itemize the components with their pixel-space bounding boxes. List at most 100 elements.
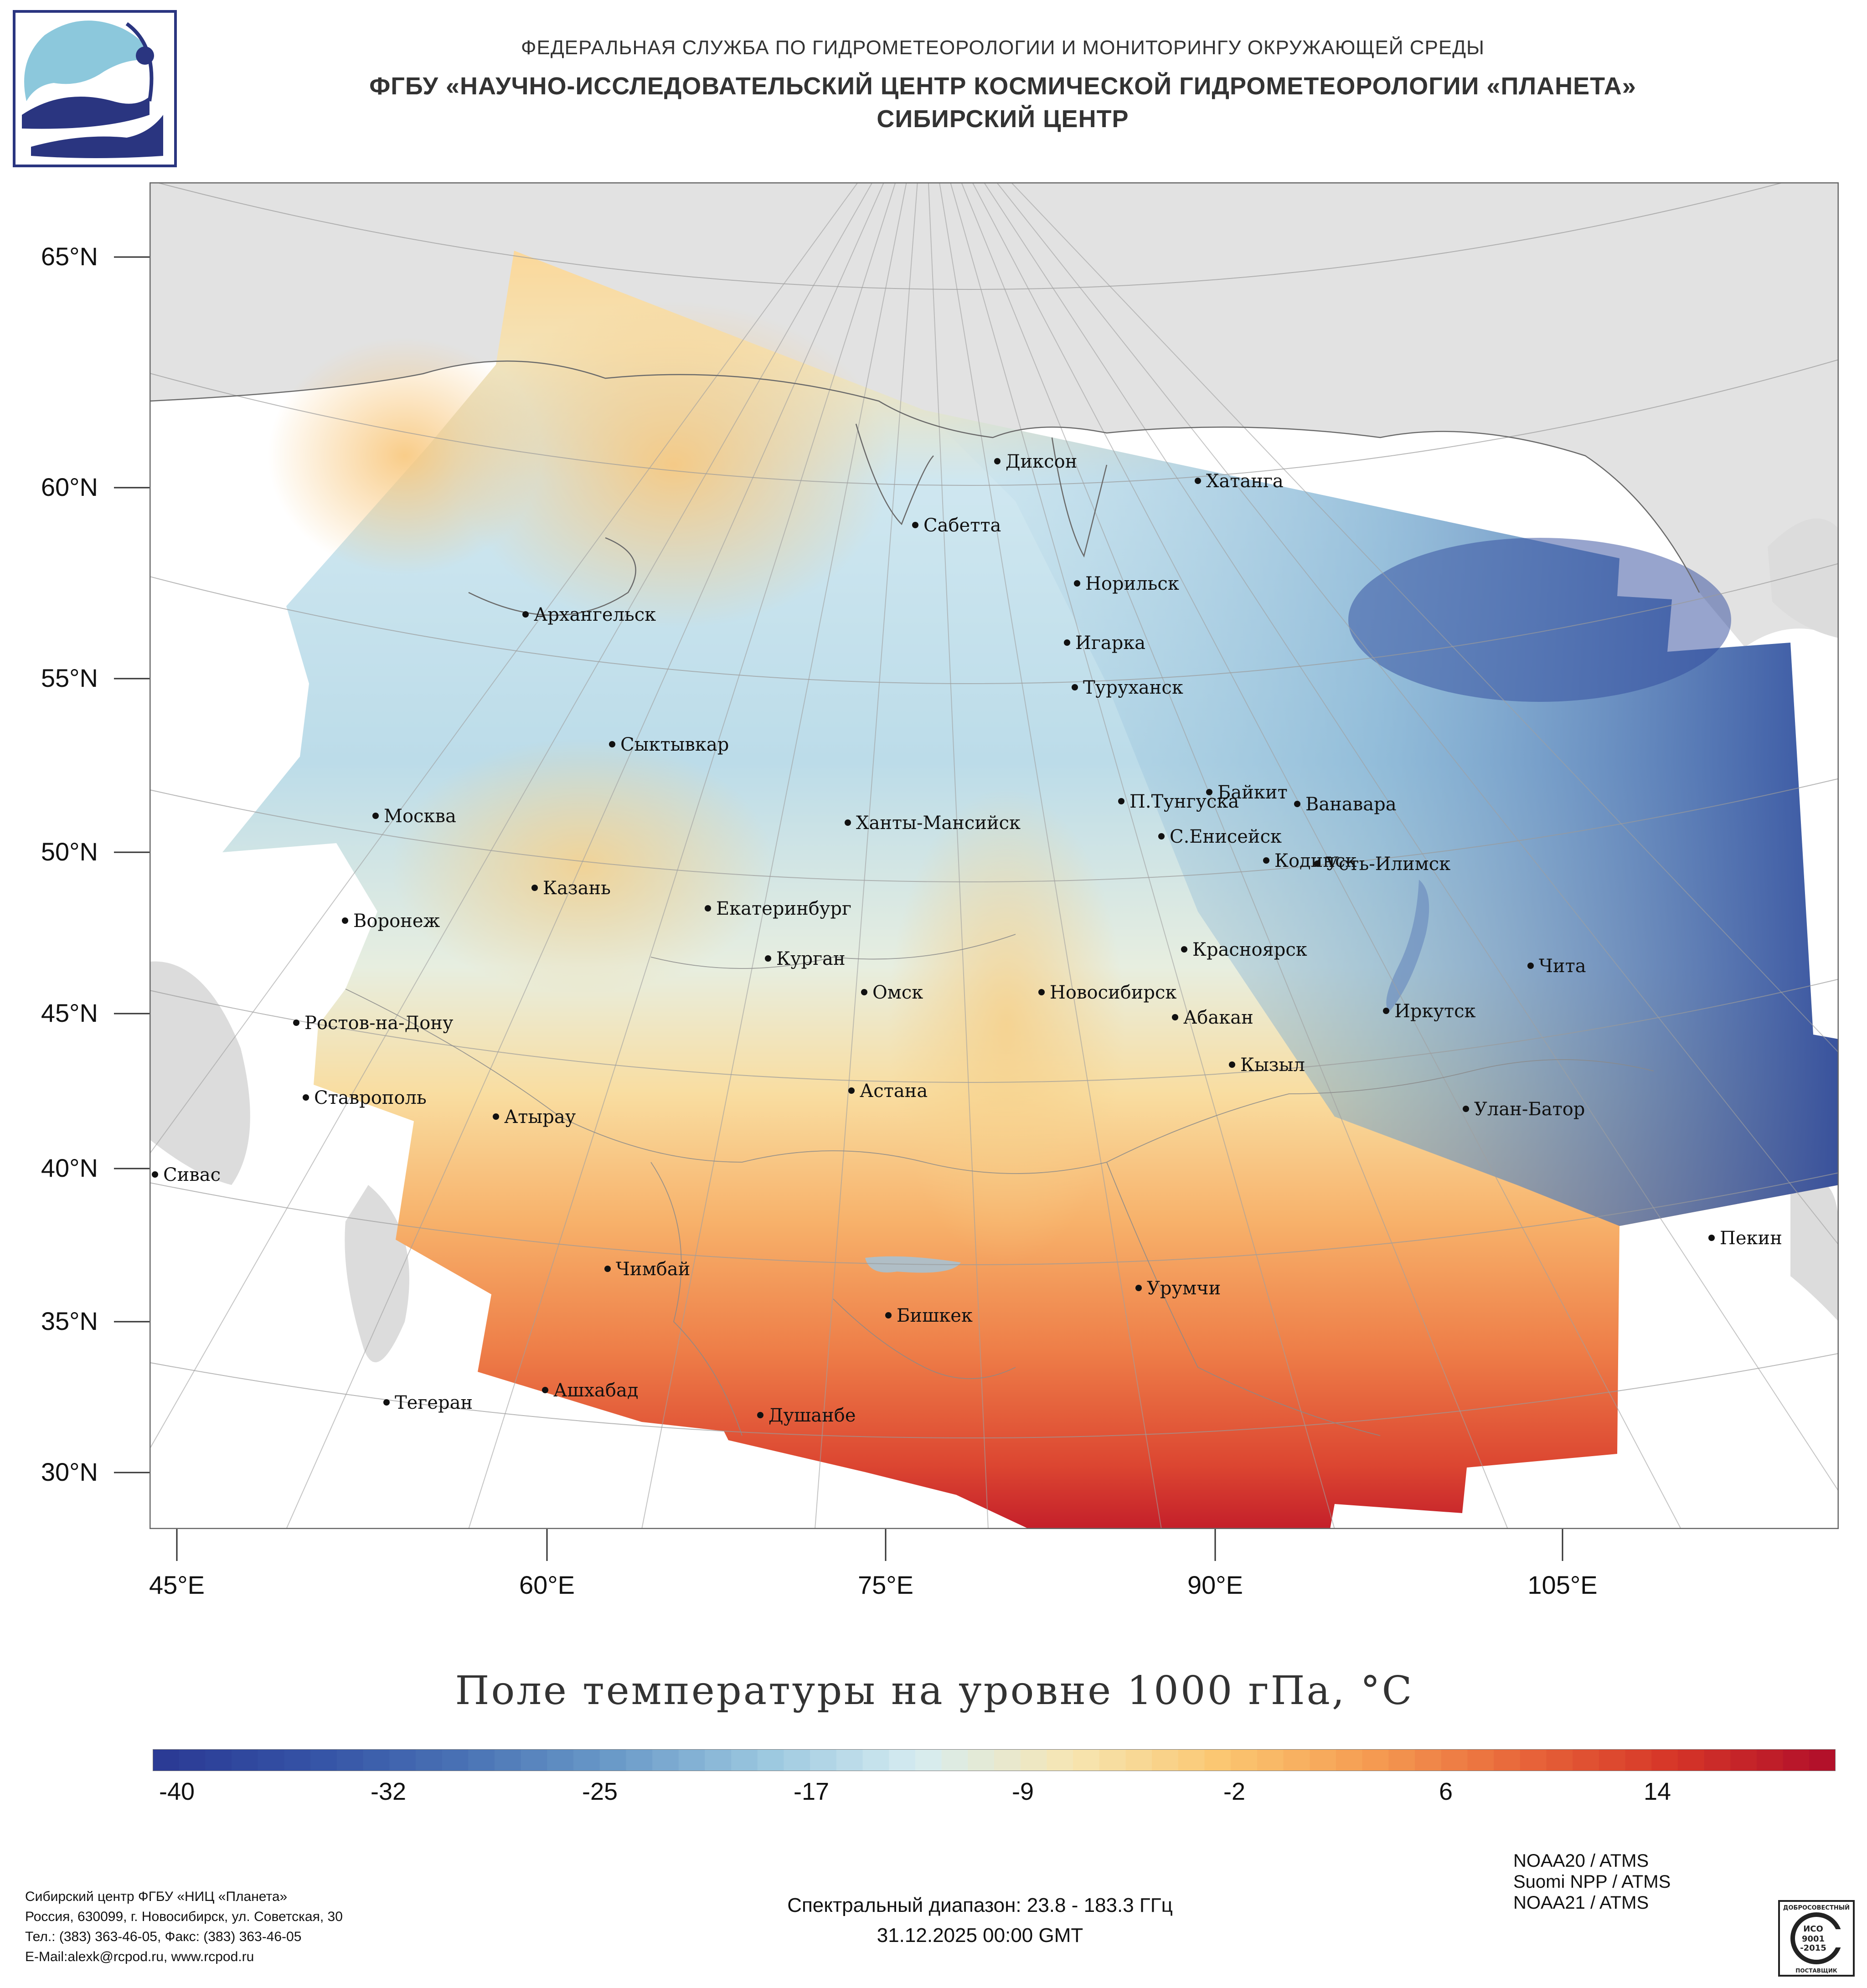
city-dot <box>609 741 615 747</box>
city-marker: Байкит <box>1206 782 1288 803</box>
city-dot <box>1195 478 1201 484</box>
colorbar-cell <box>179 1749 206 1771</box>
city-marker: Воронеж <box>342 911 440 932</box>
colorbar-cell <box>1178 1749 1205 1771</box>
colorbar-cell <box>1257 1749 1284 1771</box>
colorbar-cell <box>1441 1749 1468 1771</box>
colorbar-label: -32 <box>370 1778 407 1805</box>
city-label: Ставрополь <box>314 1087 427 1108</box>
colorbar-cell <box>363 1749 390 1771</box>
city-label: Норильск <box>1085 573 1179 594</box>
city-label: Казань <box>543 878 611 899</box>
satellite-item: Suomi NPP / ATMS <box>1513 1872 1671 1892</box>
colorbar-cell <box>757 1749 784 1771</box>
observation-datetime: 31.12.2025 00:00 GMT <box>877 1924 1083 1947</box>
colorbar-cell <box>442 1749 469 1771</box>
colorbar-cell <box>1494 1749 1521 1771</box>
city-dot <box>1158 833 1165 839</box>
city-label: Ванавара <box>1305 794 1397 815</box>
city-dot <box>604 1266 611 1272</box>
colorbar-cell <box>1730 1749 1757 1771</box>
svg-text:-2015: -2015 <box>1800 1943 1826 1953</box>
city-dot <box>885 1312 892 1318</box>
colorbar-cell <box>1336 1749 1363 1771</box>
colorbar-cell <box>1415 1749 1442 1771</box>
colorbar-cell <box>1388 1749 1415 1771</box>
colorbar-label: 6 <box>1439 1778 1453 1805</box>
colorbar-cell <box>258 1749 285 1771</box>
colorbar-cell <box>1467 1749 1495 1771</box>
city-marker: Казань <box>531 878 611 899</box>
lat-label-50: 50°N <box>41 837 98 866</box>
city-dot <box>1263 857 1269 864</box>
city-marker: Новосибирск <box>1038 982 1176 1003</box>
city-label: Курган <box>776 948 846 969</box>
city-dot <box>383 1399 390 1406</box>
lat-label-45: 45°N <box>41 999 98 1027</box>
colorbar-cell <box>626 1749 653 1771</box>
lon-label-60: 60°E <box>519 1571 575 1599</box>
city-dot <box>765 955 771 962</box>
city-label: П.Тунгуска <box>1129 791 1239 812</box>
colorbar-cell <box>284 1749 311 1771</box>
city-label: С.Енисейск <box>1170 826 1282 847</box>
city-marker: Астана <box>848 1081 928 1102</box>
city-label: Урумчи <box>1147 1278 1221 1299</box>
city-label: Сивас <box>163 1164 221 1185</box>
city-label: Ханты-Мансийск <box>856 813 1021 834</box>
lat-label-60: 60°N <box>41 473 98 501</box>
colorbar-cell <box>468 1749 495 1771</box>
city-label: Кодинск <box>1274 850 1356 871</box>
iso-9001-logo: ДОБРОСОВЕСТНЫЙ ИСО 9001 -2015 ПОСТАВЩИК <box>1778 1900 1855 1977</box>
city-dot <box>705 905 711 912</box>
city-marker: Хатанга <box>1195 471 1284 492</box>
city-label: Красноярск <box>1192 939 1307 960</box>
header-institution: ФГБУ «НАУЧНО-ИССЛЕДОВАТЕЛЬСКИЙ ЦЕНТР КОС… <box>369 72 1636 100</box>
city-label: Ростов-на-Дону <box>304 1013 454 1034</box>
city-dot <box>1206 789 1212 795</box>
colorbar-cell <box>1677 1749 1705 1771</box>
city-dot <box>994 458 1001 464</box>
header-agency: ФЕДЕРАЛЬНАЯ СЛУЖБА ПО ГИДРОМЕТЕОРОЛОГИИ … <box>521 36 1485 59</box>
city-marker: Кызыл <box>1229 1055 1305 1076</box>
city-label: Атырау <box>504 1107 576 1128</box>
colorbar-cell <box>547 1749 574 1771</box>
city-label: Пекин <box>1720 1228 1782 1249</box>
city-dot <box>1383 1008 1389 1014</box>
colorbar-label: -17 <box>793 1778 830 1805</box>
city-marker: Улан-Батор <box>1463 1099 1585 1120</box>
city-dot <box>542 1387 548 1393</box>
lon-label-105: 105°E <box>1527 1571 1598 1599</box>
city-label: Бишкек <box>897 1305 973 1326</box>
colorbar-cell <box>1125 1749 1153 1771</box>
colorbar-cell <box>1756 1749 1784 1771</box>
colorbar-cell <box>1362 1749 1389 1771</box>
svg-text:ПОСТАВЩИК: ПОСТАВЩИК <box>1795 1967 1837 1974</box>
lat-label-65: 65°N <box>41 242 98 271</box>
colorbar-cell <box>1310 1749 1336 1771</box>
planeta-logo <box>13 10 177 167</box>
colorbar-cell <box>994 1749 1021 1771</box>
city-label: Игарка <box>1075 633 1145 654</box>
city-marker: Ванавара <box>1294 794 1397 815</box>
city-dot <box>303 1094 309 1101</box>
colorbar-cell <box>836 1749 863 1771</box>
colorbar-cell <box>310 1749 337 1771</box>
map-title: Поле температуры на уровне 1000 гПа, °C <box>455 1668 1414 1714</box>
city-dot <box>1463 1106 1469 1112</box>
city-label: Москва <box>384 806 456 827</box>
colorbar-cell <box>1704 1749 1731 1771</box>
city-label: Воронеж <box>353 911 440 932</box>
colorbar-cell <box>494 1749 521 1771</box>
city-marker: Ростов-на-Дону <box>293 1013 454 1034</box>
city-marker: Иркутск <box>1383 1001 1476 1022</box>
footer-email[interactable]: E-Mail:alexk@rcpod.ru, www.rcpod.ru <box>25 1949 254 1964</box>
header-center: СИБИРСКИЙ ЦЕНТР <box>877 105 1129 133</box>
city-marker: С.Енисейск <box>1158 826 1282 847</box>
colorbar-cell <box>232 1749 258 1771</box>
temperature-map: Диксон Хатанга Сабетта Норильск Архангельск И… <box>150 182 1839 1529</box>
satellite-list: NOAA20 / ATMS Suomi NPP / ATMS NOAA21 / … <box>1513 1850 1671 1913</box>
city-marker: Чита <box>1527 956 1586 977</box>
footer-org: Сибирский центр ФГБУ «НИЦ «Планета» <box>25 1889 288 1904</box>
city-label: Душанбе <box>768 1405 856 1426</box>
